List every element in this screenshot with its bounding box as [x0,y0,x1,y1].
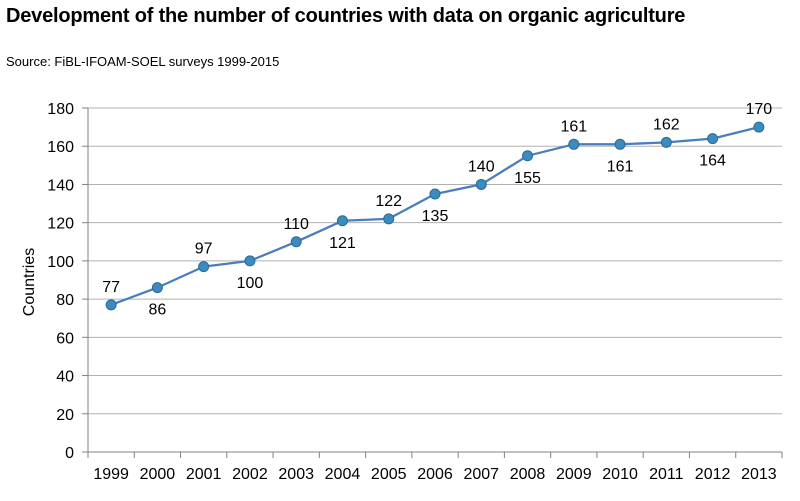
data-point [707,133,719,145]
y-tick-labels: 0 20 40 60 80 100 120 140 160 180 [47,101,74,462]
data-point [105,299,117,311]
data-point [660,136,672,148]
x-tick-label: 2011 [649,466,684,483]
data-labels: 77 86 97 100 110 121 122 135 140 155 161 161 162 164 1… [102,101,772,319]
data-points [105,121,765,311]
y-tick-label: 100 [47,254,74,271]
x-tick-label: 2009 [556,466,592,483]
data-label: 164 [699,153,726,170]
x-tick-label: 2007 [463,466,499,483]
x-tick-label: 2003 [278,466,314,483]
data-point [753,121,765,133]
x-tick-label: 2012 [695,466,731,483]
y-axis-label: Countries [21,248,38,316]
data-label: 170 [746,101,773,118]
axes [82,107,783,458]
x-tick-label: 2004 [325,466,361,483]
y-tick-label: 180 [47,101,74,118]
data-point [568,138,580,150]
y-tick-label: 120 [47,216,74,233]
y-tick-label: 0 [65,445,74,462]
data-point [336,215,348,227]
data-label: 77 [102,279,120,296]
x-tick-label: 2001 [186,466,222,483]
x-tick-label: 2010 [602,466,638,483]
data-label: 161 [560,118,587,135]
data-point [383,213,395,225]
data-label: 122 [375,193,402,210]
data-label: 135 [422,208,449,225]
data-label: 100 [237,275,264,292]
data-point [244,255,256,267]
data-label: 121 [329,235,356,252]
gridlines [88,107,782,415]
x-tick-label: 2000 [140,466,176,483]
x-tick-labels: 1999 2000 2001 2002 2003 2004 2005 2006 2007 2008… [93,466,776,483]
data-label: 86 [149,302,167,319]
data-label: 155 [514,170,541,187]
data-point [522,150,534,162]
data-point [198,261,210,273]
x-tick-label: 2002 [232,466,268,483]
x-tick-label: 1999 [93,466,129,483]
data-label: 110 [283,216,309,233]
data-label: 161 [607,158,634,175]
x-tick-label: 2013 [741,466,777,483]
data-point [429,188,441,200]
data-point [614,138,626,150]
x-tick-label: 2006 [417,466,453,483]
data-label: 140 [468,158,495,175]
chart-title: Development of the number of countries w… [6,5,686,27]
y-tick-label: 20 [56,407,74,424]
y-tick-label: 80 [56,292,74,309]
y-tick-label: 140 [47,177,74,194]
chart-subtitle: Source: FiBL-IFOAM-SOEL surveys 1999-201… [6,54,280,69]
y-tick-label: 160 [47,139,74,156]
y-tick-label: 60 [56,330,74,347]
y-tick-label: 40 [56,369,74,386]
data-label: 97 [195,241,213,258]
data-point [290,236,302,248]
data-point [151,282,163,294]
data-point [475,178,487,190]
x-tick-label: 2008 [510,466,546,483]
x-tick-label: 2005 [371,466,407,483]
data-label: 162 [653,116,680,133]
